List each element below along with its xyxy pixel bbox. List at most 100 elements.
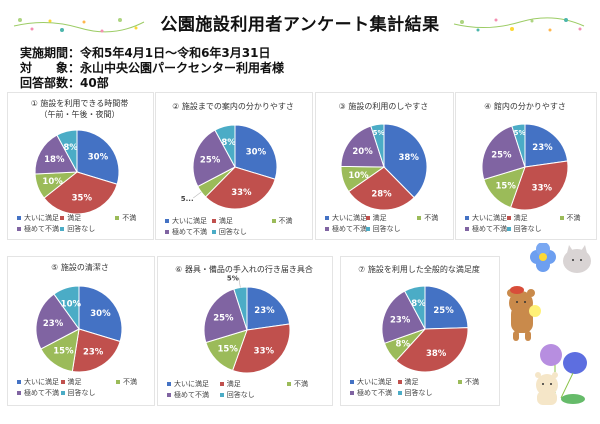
pie-slice-2-2 <box>204 166 276 210</box>
legend-label: 回答なし <box>67 389 96 397</box>
legend-label: 回答なし <box>404 389 433 397</box>
legend-item: 満足 <box>365 213 387 223</box>
chart-legend-6: 大いに満足 満足 不満 極めて不満 回答なし <box>167 379 327 401</box>
legend-item: 不満 <box>287 379 308 389</box>
target-label: 対 象： <box>20 61 81 75</box>
chart-legend-2: 大いに満足 満足 不満極めて不満 回答なし <box>165 216 307 238</box>
pie-slice-6-4 <box>203 288 248 344</box>
pie-slice-7-4 <box>381 290 426 344</box>
legend-swatch-icon <box>165 230 169 234</box>
chart-title-text: ⑤ 施設の清潔さ <box>51 263 109 272</box>
legend-swatch-icon <box>271 219 276 223</box>
legend-item: 回答なし <box>219 390 255 400</box>
legend-item: 不満 <box>458 377 479 387</box>
pie-slice-3-5 <box>370 123 385 168</box>
pie-slice-7-5 <box>403 285 426 330</box>
legend-item: 極めて不満 <box>325 224 367 234</box>
legend-swatch-icon <box>325 227 329 231</box>
legend-label: 不満 <box>424 214 439 222</box>
legend-item: 満足 <box>60 377 82 387</box>
legend-swatch-icon <box>211 230 216 234</box>
legend-item: 極めて不満 <box>465 224 507 234</box>
chart-title-5: ⑤ 施設の清潔さ <box>7 262 153 273</box>
legend-item: 回答なし <box>365 224 401 234</box>
legend-label: 回答なし <box>218 228 247 236</box>
survey-target: 対 象：永山中央公園パークセンター利用者様 <box>20 59 284 76</box>
pie-slice-4-5 <box>511 123 526 168</box>
data-label-7-3: 8% <box>396 340 411 350</box>
legend-label: 不満 <box>566 214 581 222</box>
legend-label: 大いに満足 <box>174 380 209 388</box>
legend-swatch-icon <box>17 216 21 220</box>
legend-label: 大いに満足 <box>357 378 392 386</box>
legend-swatch-icon <box>60 391 65 395</box>
legend-item: 大いに満足 <box>465 213 507 223</box>
legend-item: 回答なし <box>60 388 96 398</box>
data-label-5-1: 30% <box>90 309 111 319</box>
legend-swatch-icon <box>506 227 511 231</box>
legend-swatch-icon <box>465 216 469 220</box>
chart-title-6: ⑥ 器具・備品の手入れの行き届き具合 <box>157 264 331 275</box>
chart-legend-4: 大いに満足 満足 不満 極めて不満 回答なし <box>465 213 591 235</box>
data-label-2-3: 5... <box>181 195 194 203</box>
pie-slice-2-5 <box>214 124 236 168</box>
chart-title-text: ⑥ 器具・備品の手入れの行き届き具合 <box>175 265 313 274</box>
data-label-3-5: 5% <box>373 129 385 137</box>
response-count: 回答部数：40部 <box>20 74 109 91</box>
legend-swatch-icon <box>417 216 422 220</box>
legend-label: 極めて不満 <box>472 225 507 233</box>
legend-item: 不満 <box>559 213 581 223</box>
responses-value: 40部 <box>80 76 109 90</box>
pie-slice-6-1 <box>246 286 291 331</box>
legend-label: 大いに満足 <box>172 217 207 225</box>
pie-slice-5-4 <box>35 293 80 350</box>
legend-item: 不満 <box>271 216 293 226</box>
legend-label: 極めて不満 <box>172 228 207 236</box>
legend-swatch-icon <box>365 227 370 231</box>
survey-period: 実施期間：令和5年4月1日～令和6年3月31日 <box>20 44 270 61</box>
page-title: 公園施設利用者アンケート集計結果 <box>160 15 440 35</box>
pie-slice-6-2 <box>231 323 291 374</box>
legend-swatch-icon <box>365 216 370 220</box>
period-label: 実施期間： <box>20 46 81 60</box>
legend-label: 回答なし <box>372 225 401 233</box>
data-label-3-2: 28% <box>371 190 392 200</box>
legend-label: 大いに満足 <box>24 214 59 222</box>
data-label-5-2: 23% <box>83 348 104 358</box>
legend-label: 不満 <box>294 380 308 388</box>
legend-item: 満足 <box>211 216 233 226</box>
legend-item: 不満 <box>115 213 136 223</box>
legend-swatch-icon <box>506 216 511 220</box>
legend-swatch-icon <box>60 216 65 220</box>
bear-with-tulips-illustration <box>535 344 587 405</box>
legend-swatch-icon <box>458 380 462 384</box>
legend-swatch-icon <box>165 219 169 223</box>
period-value: 令和5年4月1日～令和6年3月31日 <box>80 46 271 60</box>
bear-with-flower-illustration <box>507 286 541 341</box>
data-label-4-2: 33% <box>532 184 553 194</box>
data-label-6-4: 25% <box>213 314 234 324</box>
chart-title-text: ④ 館内の分かりやすさ <box>484 102 566 111</box>
legend-swatch-icon <box>167 382 171 386</box>
chart-title-text: ② 施設までの案内の分かりやすさ <box>172 102 294 111</box>
data-label-3-3: 10% <box>348 171 369 181</box>
data-label-3-4: 20% <box>352 147 373 157</box>
data-label-7-5: 8% <box>411 299 426 309</box>
legend-swatch-icon <box>325 216 329 220</box>
pie-slice-5-2 <box>71 328 121 373</box>
legend-item: 不満 <box>116 377 137 387</box>
legend-label: 不満 <box>278 217 293 225</box>
leader-line-2 <box>193 191 202 199</box>
chart-title-text: ③ 施設の利用のしやすさ <box>338 102 429 111</box>
data-label-2-1: 30% <box>246 148 267 158</box>
legend-swatch-icon <box>350 380 354 384</box>
pie-slice-4-2 <box>509 160 569 211</box>
chart-title-2: ② 施設までの案内の分かりやすさ <box>155 101 311 112</box>
pie-slice-7-1 <box>424 285 469 330</box>
target-value: 永山中央公園パークセンター利用者様 <box>80 61 285 75</box>
legend-label: 満足 <box>404 378 419 386</box>
data-label-1-2: 35% <box>72 194 93 204</box>
legend-swatch-icon <box>17 227 21 231</box>
pie-slice-2-4 <box>192 129 236 188</box>
legend-swatch-icon <box>116 380 120 384</box>
